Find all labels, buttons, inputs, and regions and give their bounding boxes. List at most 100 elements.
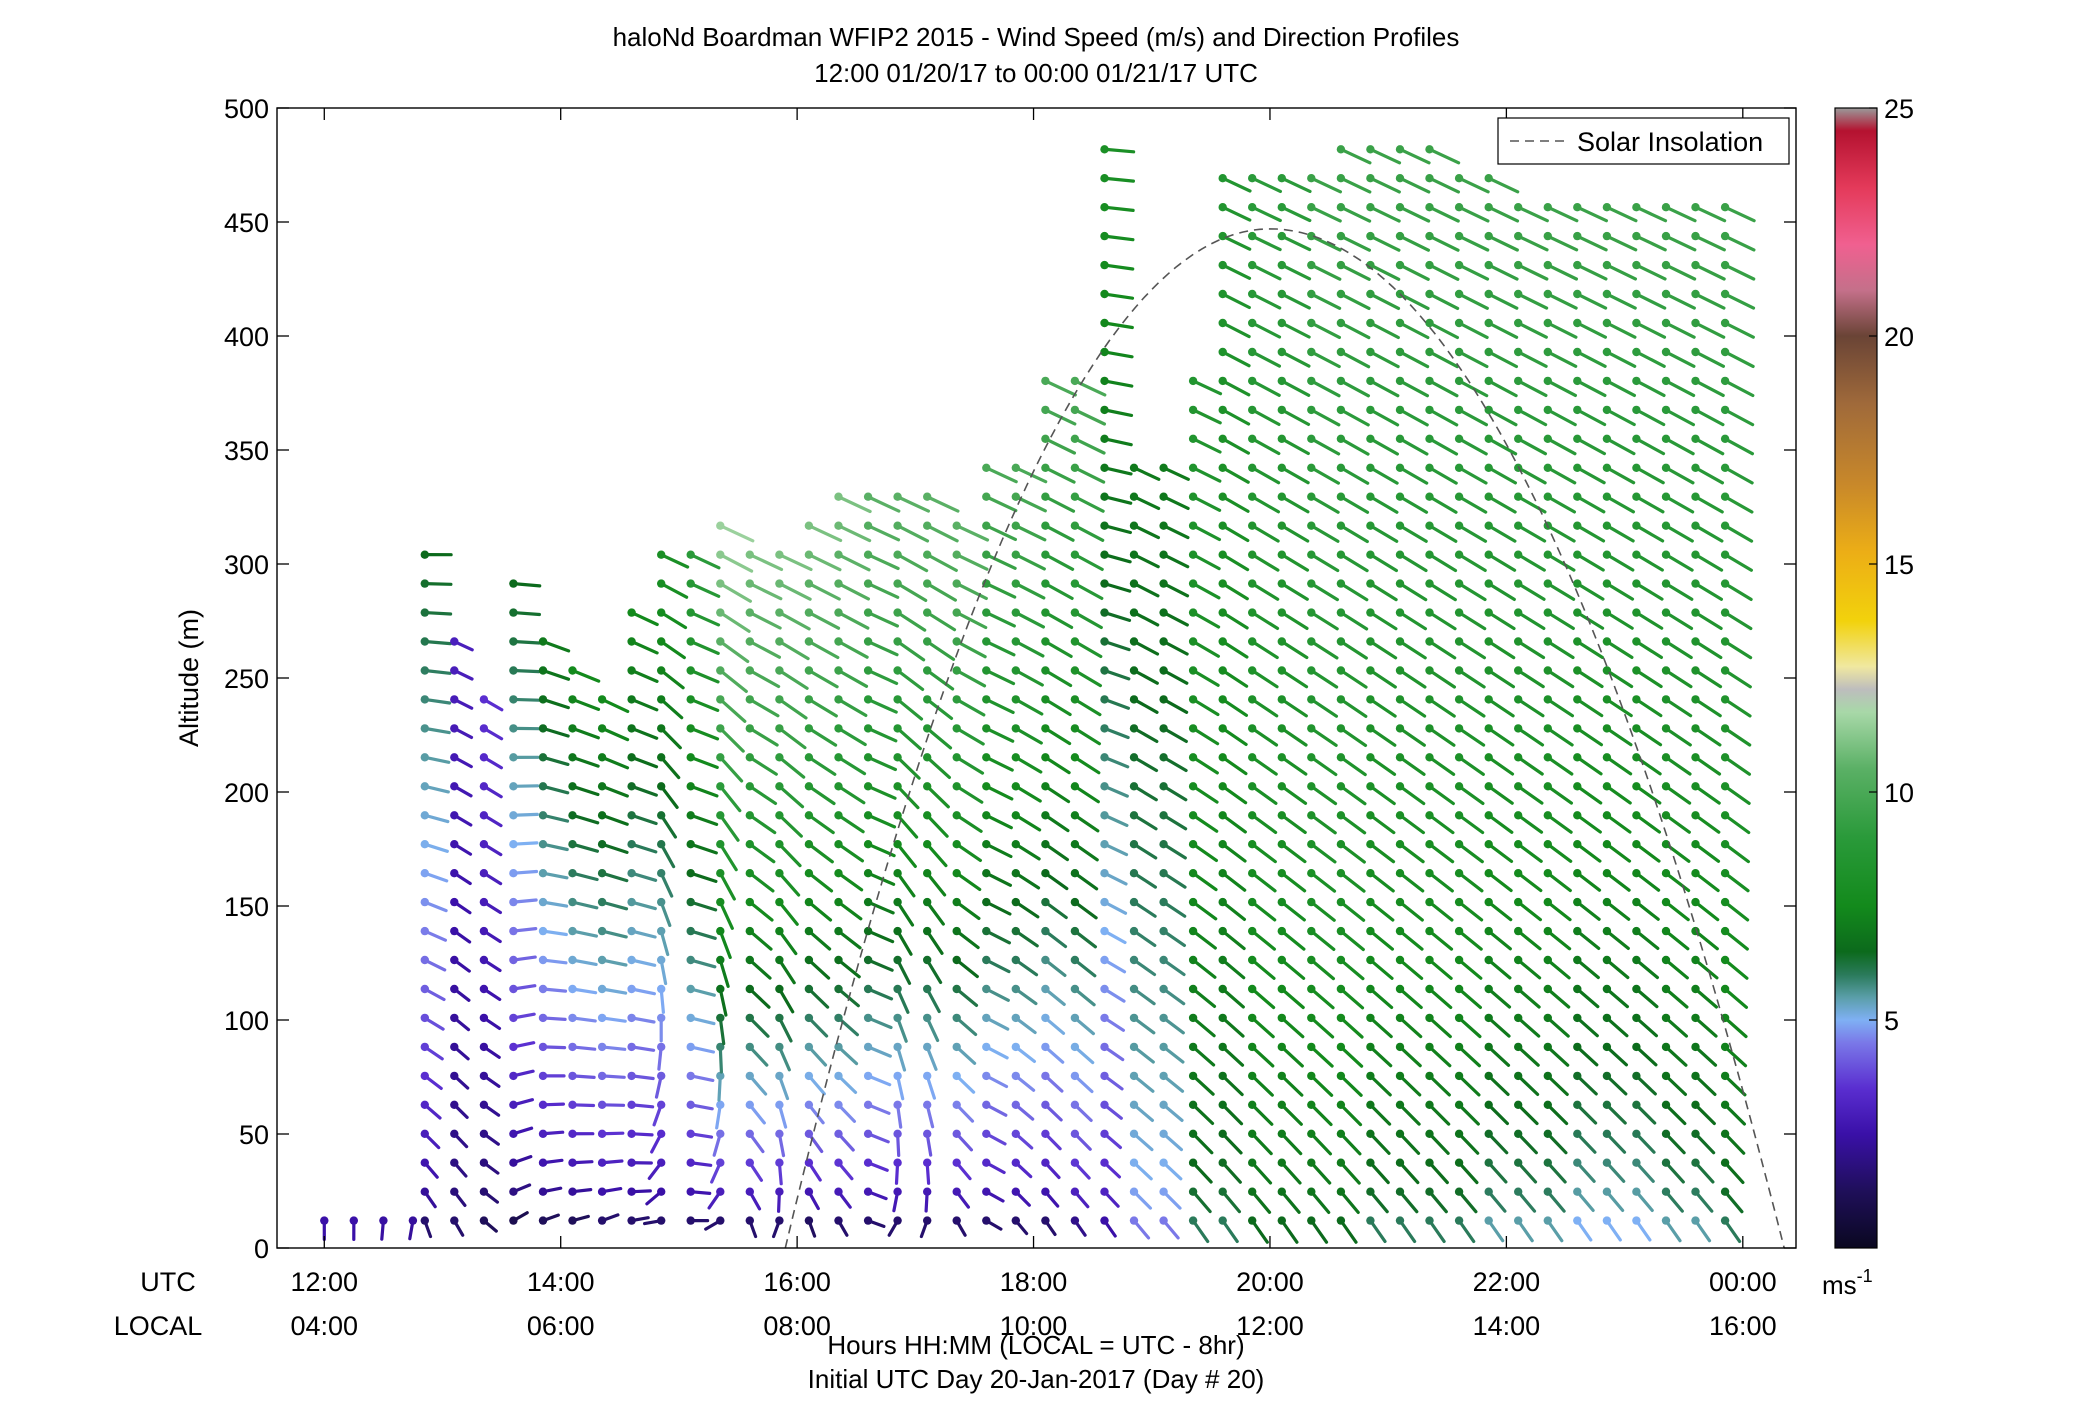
wind-barb-shaft	[1161, 755, 1188, 773]
wind-barb	[1277, 811, 1307, 835]
wind-barb	[716, 550, 754, 573]
wind-barb	[420, 1042, 444, 1061]
wind-barb-dot	[1188, 1216, 1198, 1225]
wind-barb-dot	[1454, 955, 1464, 965]
wind-barb-shaft	[1250, 1190, 1272, 1214]
wind-barb-shaft	[1487, 321, 1519, 339]
wind-barb-dot	[1041, 666, 1050, 675]
wind-barb-dot	[863, 550, 873, 559]
wind-barb-shaft	[1161, 495, 1190, 510]
wind-barb-shaft	[925, 610, 957, 632]
wind-barb-dot	[1366, 753, 1375, 762]
wind-barb	[1129, 1158, 1153, 1181]
wind-barb-dot	[420, 1129, 429, 1139]
wind-barb-dot	[1632, 579, 1641, 588]
wind-barb-shaft	[748, 610, 782, 630]
wind-barb-dot	[1277, 869, 1287, 878]
wind-barb	[686, 666, 720, 684]
wind-barb-shaft	[1250, 668, 1279, 689]
wind-barb-shaft	[1221, 1190, 1242, 1214]
wind-barb	[657, 869, 674, 898]
wind-barb	[1277, 579, 1309, 601]
wind-barb	[1188, 1187, 1212, 1214]
wind-barb	[1514, 231, 1549, 252]
wind-barb	[1070, 1187, 1090, 1209]
wind-barb	[1454, 1187, 1478, 1214]
wind-barb	[952, 1071, 976, 1094]
wind-barb-dot	[1661, 405, 1671, 415]
wind-barb-dot	[1336, 1187, 1346, 1196]
wind-barb	[568, 1042, 597, 1052]
wind-barb-shaft	[1073, 639, 1103, 659]
wind-barb-shaft	[1014, 610, 1046, 629]
wind-barb	[1011, 1071, 1036, 1092]
wind-barb-dot	[1632, 203, 1641, 212]
wind-barb-dot	[568, 666, 577, 675]
wind-barb	[509, 869, 539, 878]
wind-barb-shaft	[1546, 668, 1575, 689]
wind-barb-dot	[1661, 376, 1671, 386]
wind-barb	[568, 1129, 595, 1139]
wind-barb-dot	[1307, 724, 1316, 733]
wind-barb-shaft	[955, 958, 979, 979]
wind-barb	[1720, 434, 1755, 456]
wind-barb	[1661, 753, 1692, 776]
wind-barb-dot	[1041, 608, 1050, 617]
wind-barb-dot	[893, 840, 902, 849]
wind-barb	[745, 1013, 770, 1038]
wind-barb-dot	[1425, 840, 1434, 849]
wind-barb-dot	[982, 984, 991, 994]
wind-barb-dot	[982, 869, 991, 878]
wind-barb-shaft	[1664, 582, 1694, 601]
wind-barb-dot	[1632, 695, 1641, 704]
wind-barb-dot	[1632, 724, 1641, 733]
wind-barb	[1484, 869, 1513, 893]
wind-barb	[1632, 984, 1659, 1009]
wind-barb-shaft	[511, 582, 542, 588]
wind-barb-shaft	[1309, 1161, 1332, 1185]
wind-barb-dot	[1425, 1042, 1434, 1052]
wind-barb-dot	[893, 1100, 902, 1110]
wind-barb	[1395, 695, 1427, 718]
wind-barb-shaft	[1309, 408, 1341, 427]
wind-barb-dot	[775, 955, 784, 965]
wind-barb-dot	[420, 840, 429, 849]
wind-barb	[1366, 405, 1400, 427]
wind-barb-shaft	[896, 813, 919, 839]
wind-barb-shaft	[1339, 1132, 1362, 1156]
wind-barb	[982, 463, 1018, 484]
wind-barb-shaft	[1664, 639, 1693, 660]
wind-barb	[1307, 753, 1338, 777]
wind-barb	[863, 926, 895, 944]
wind-barb-dot	[1248, 926, 1257, 936]
wind-barb-dot	[1218, 521, 1227, 530]
wind-barb	[1100, 347, 1134, 359]
wind-barb	[1395, 318, 1430, 340]
wind-barb	[1188, 1129, 1214, 1155]
wind-barb	[1395, 984, 1423, 1010]
wind-barb-dot	[1188, 376, 1198, 386]
wind-barb-shaft	[1723, 524, 1754, 543]
wind-barb-shaft	[807, 610, 841, 630]
wind-barb	[716, 579, 753, 603]
wind-barb-dot	[982, 1013, 991, 1023]
wind-barb-shaft	[807, 553, 842, 572]
wind-barb	[1395, 1129, 1421, 1155]
wind-barb	[1602, 318, 1637, 339]
wind-barb-dot	[1366, 782, 1375, 791]
wind-barb-dot	[1366, 463, 1375, 472]
wind-barb	[745, 811, 777, 835]
wind-barb-shaft	[1368, 292, 1401, 310]
wind-barb	[568, 724, 600, 740]
wind-barb-dot	[1366, 1129, 1375, 1139]
wind-barb-dot	[982, 840, 991, 849]
wind-barb	[923, 1071, 937, 1100]
wind-barb-shaft	[1427, 813, 1455, 835]
wind-barb	[716, 984, 728, 1017]
wind-barb	[804, 984, 830, 1009]
wind-barb-shaft	[1368, 958, 1394, 980]
wind-barb-dot	[1011, 1042, 1020, 1052]
wind-barb-dot	[1100, 203, 1109, 212]
wind-barb	[1277, 289, 1311, 310]
wind-barb-dot	[1543, 318, 1553, 328]
